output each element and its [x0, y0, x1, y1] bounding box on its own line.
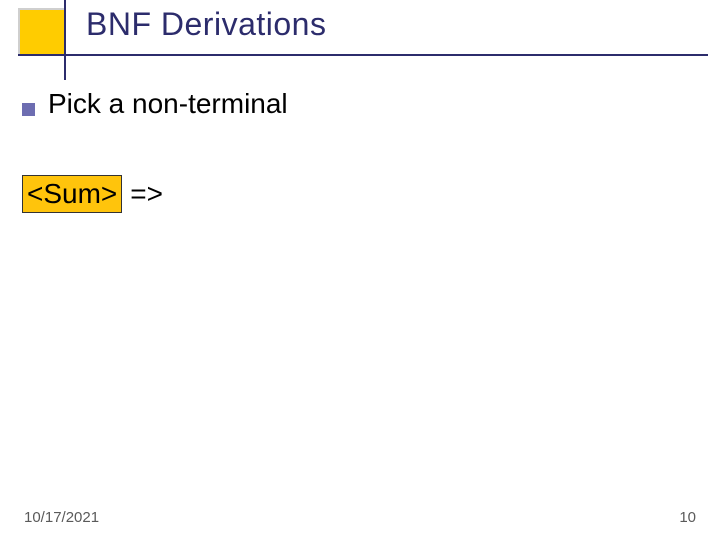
accent-square — [18, 8, 64, 54]
derivation-line: <Sum> => — [22, 175, 163, 213]
slide-footer: 10/17/2021 10 — [24, 509, 696, 526]
footer-page-number: 10 — [679, 509, 696, 526]
bullet-text: Pick a non-terminal — [48, 88, 288, 120]
slide-header: BNF Derivations — [0, 0, 720, 72]
horizontal-rule — [18, 54, 708, 56]
slide-title: BNF Derivations — [86, 6, 326, 43]
vertical-rule — [64, 0, 66, 80]
derivation-arrow: => — [130, 178, 163, 210]
bullet-square-icon — [22, 103, 35, 116]
highlighted-nonterminal: <Sum> — [22, 175, 122, 213]
footer-date: 10/17/2021 — [24, 509, 99, 526]
